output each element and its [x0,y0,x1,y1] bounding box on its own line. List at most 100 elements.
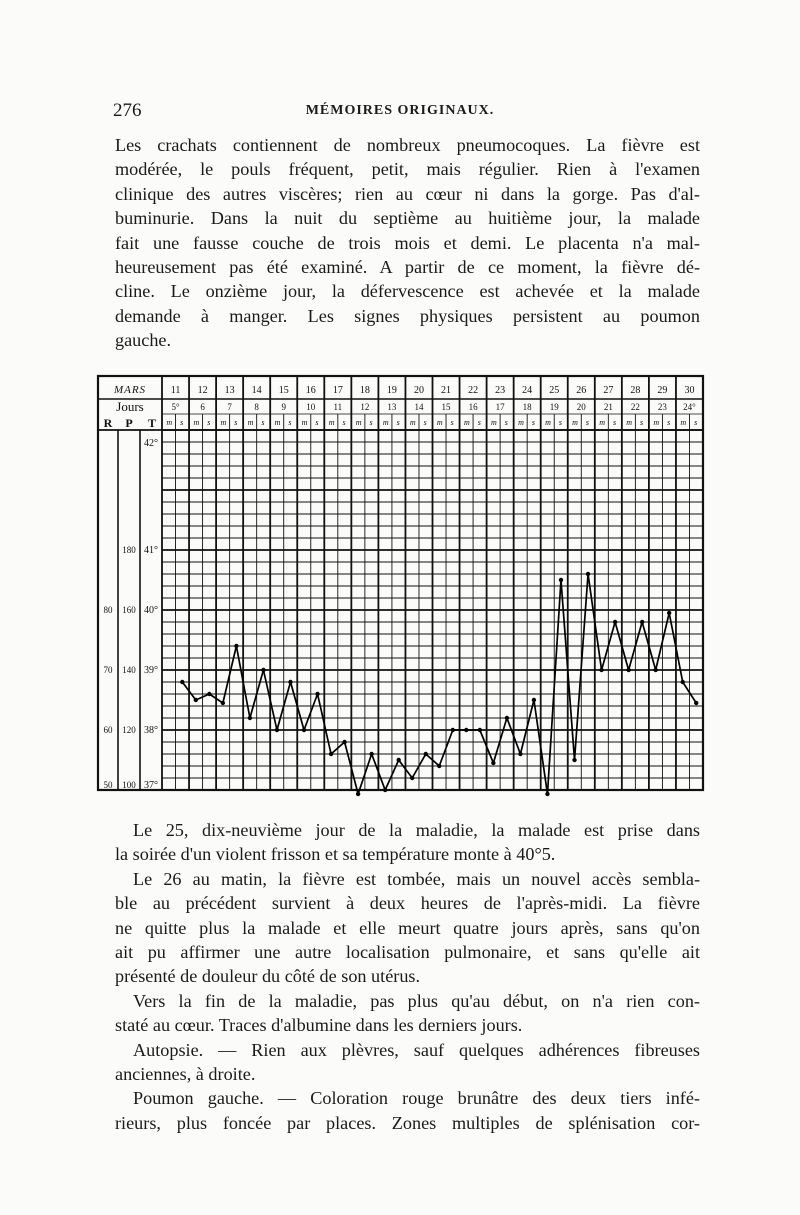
illness-day-label: 16 [469,402,479,412]
time-label-s: s [532,418,535,427]
time-label-s: s [207,418,210,427]
text-line: Poumon gauche. — Coloration rouge brunât… [133,1088,700,1109]
page-number: 276 [113,100,142,121]
time-label-s: s [478,418,481,427]
temperature-segment [492,717,508,764]
text-line: Les crachats contiennent de nombreux pne… [115,135,700,155]
temperature-segment [533,699,549,795]
temperature-segment [398,759,413,779]
illness-day-label: 12 [360,402,369,412]
text-line: la soirée d'un violent frisson et sa tem… [115,844,556,865]
text-line: buminurie. Dans la nuit du septième au h… [115,208,700,229]
time-label-m: m [302,418,308,427]
temperature-point [207,691,212,697]
temperature-segment [479,729,495,764]
date-label: 15 [279,385,289,396]
temperature-segment [370,753,386,791]
running-head: MÉMOIRES ORIGINAUX. [305,103,495,118]
text-line: demande à manger. Les signes physiques p… [115,305,700,326]
temperature-segment [303,693,319,731]
temperature-segment [316,693,332,755]
illness-day-label: 19 [550,402,560,412]
date-label: 27 [603,385,613,396]
time-label-s: s [288,418,291,427]
temperature-tick: 37° [144,780,158,791]
temperature-point [369,751,374,757]
time-label-m: m [329,418,335,427]
time-label-s: s [451,418,454,427]
respiration-tick: 60 [104,725,114,735]
temperature-point [558,577,564,583]
temperature-segment [614,621,630,671]
date-label: 21 [441,385,451,396]
temperature-segment [587,573,603,671]
temperature-segment [438,729,454,767]
illness-day-label: 9 [281,402,286,412]
text-line: rieurs, plus foncée par places. Zones mu… [115,1112,700,1133]
temperature-tick: 38° [144,725,158,736]
text-line: anciennes, à droite. [115,1063,256,1084]
days-label: Jours [116,399,143,414]
text-line: ble au précédent survient à deux heures … [115,893,700,914]
time-label-s: s [180,418,183,427]
text-line: Le 26 au matin, la fièvre est tombée, ma… [133,868,700,889]
time-label-s: s [424,418,427,427]
pulse-tick: 180 [122,545,136,555]
time-label-m: m [410,418,416,427]
illness-day-label: 5° [171,402,180,412]
text-line: Autopsie. — Rien aux plèvres, sauf quelq… [133,1039,700,1060]
temperature-segment [600,621,616,671]
temperature-point [288,679,293,685]
temperature-tick: 42° [144,438,158,449]
temperature-segment [668,612,684,683]
temperature-tick: 39° [144,665,158,676]
temperature-segment [262,669,278,731]
temperature-point [423,751,428,757]
text-line: modérée, le pouls fréquent, petit, mais … [115,159,700,180]
text-line: cline. Le onzième jour, la défervescence… [115,281,700,302]
illness-day-label: 14 [414,402,424,412]
temperature-segment [208,693,224,704]
illness-day-label: 7 [227,402,232,412]
temperature-point [545,791,550,797]
time-label-s: s [261,418,264,427]
illness-day-label: 11 [333,402,342,412]
temperature-segment [519,699,535,755]
time-label-s: s [613,418,616,427]
date-label: 29 [657,385,667,396]
temperature-point [315,691,320,697]
temperature-segment [330,741,346,755]
chart-frame [96,374,705,792]
text-line: présenté de douleur du côté de son utéru… [115,966,421,987]
temperature-point [639,619,645,625]
time-label-m: m [518,418,524,427]
temperature-segment [235,645,251,719]
temperature-point [261,667,266,673]
temperature-tick: 40° [144,605,158,616]
time-label-s: s [640,418,643,427]
temperature-segment [181,681,197,701]
temperature-segment [289,681,305,731]
date-label: 17 [333,385,343,396]
temperature-point [355,791,361,797]
temperature-point [626,667,631,673]
temperature-segment [546,579,562,795]
time-label-s: s [667,418,670,427]
time-label-m: m [599,418,605,427]
temperature-point [328,751,334,757]
temperature-point [410,775,415,781]
illness-day-label: 23 [658,402,668,412]
month-label: MARS [113,384,146,396]
temperature-point [694,700,699,706]
temperature-segment [627,621,643,671]
date-label: 11 [171,385,181,396]
temperature-point [585,571,591,577]
temperature-point [220,700,226,706]
time-label-m: m [653,418,659,427]
pulse-tick: 120 [122,725,136,735]
time-label-m: m [166,418,172,427]
date-label: 13 [225,385,235,396]
illness-day-label: 10 [306,402,316,412]
text-line: gauche. [115,330,172,351]
